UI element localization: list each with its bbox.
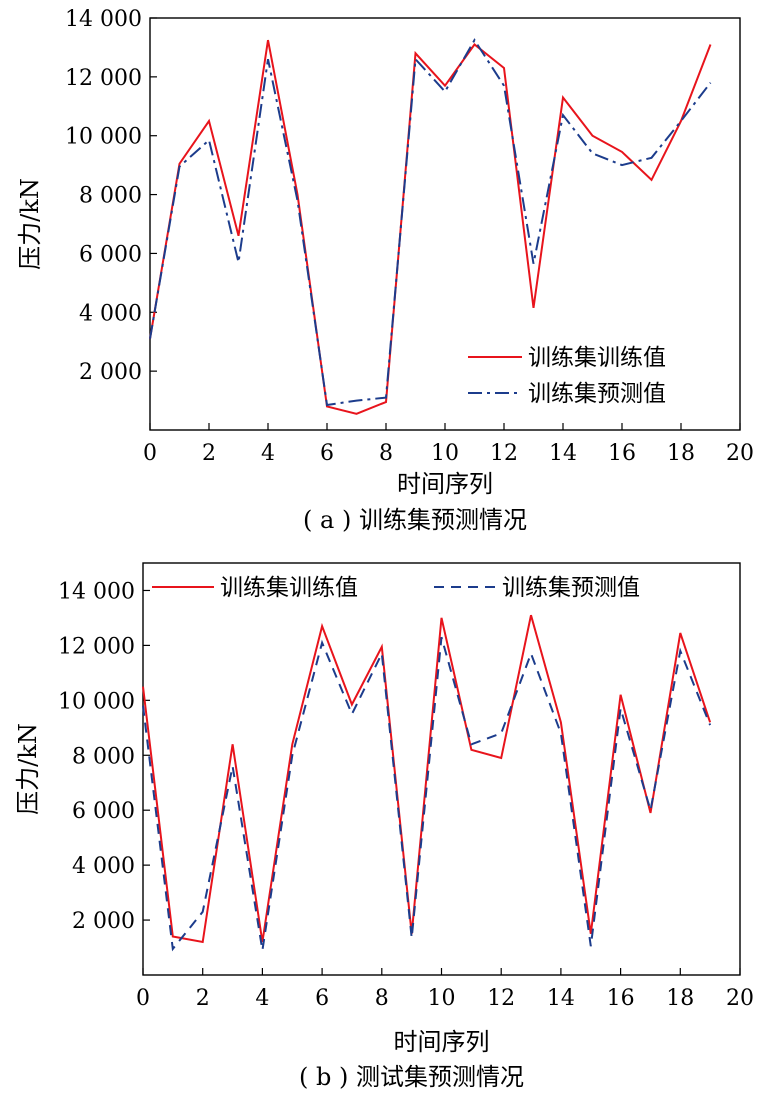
x-tick-label: 6 — [315, 986, 329, 1011]
x-tick-label: 8 — [375, 986, 389, 1011]
x-axis-title: 时间序列 — [394, 1028, 490, 1056]
y-tick-label: 6 000 — [79, 242, 142, 267]
x-tick-label: 2 — [196, 986, 210, 1011]
chart-caption: ( b ) 测试集预测情况 — [299, 1063, 524, 1091]
x-tick-label: 10 — [431, 441, 459, 466]
series-line-0 — [149, 39, 712, 415]
y-tick-label: 10 000 — [65, 125, 142, 150]
y-tick-label: 6 000 — [72, 799, 135, 824]
x-tick-label: 18 — [666, 986, 694, 1011]
legend-label-0: 训练集训练值 — [528, 345, 666, 371]
series-line-1 — [142, 636, 712, 952]
y-tick-label: 8 000 — [79, 184, 142, 209]
x-tick-label: 16 — [607, 986, 635, 1011]
series-line-0 — [142, 614, 712, 944]
x-tick-label: 14 — [549, 441, 577, 466]
x-tick-label: 0 — [136, 986, 150, 1011]
chart-caption: ( a ) 训练集预测情况 — [303, 506, 527, 534]
legend-label-1: 训练集预测值 — [528, 381, 666, 407]
y-tick-label: 4 000 — [79, 301, 142, 326]
x-tick-label: 20 — [726, 441, 754, 466]
y-tick-label: 14 000 — [65, 7, 142, 32]
series-line-1 — [149, 38, 712, 407]
x-tick-label: 6 — [320, 441, 334, 466]
x-tick-label: 10 — [428, 986, 456, 1011]
x-axis-title: 时间序列 — [397, 470, 493, 498]
x-tick-label: 16 — [608, 441, 636, 466]
y-axis-title: 压力/kN — [14, 723, 42, 815]
y-tick-label: 2 000 — [79, 360, 142, 385]
legend-label-0: 训练集训练值 — [220, 575, 358, 601]
y-tick-label: 14 000 — [58, 579, 135, 604]
y-axis-title: 压力/kN — [16, 178, 44, 270]
x-tick-label: 14 — [547, 986, 575, 1011]
legend: 训练集训练值 训练集预测值 — [152, 575, 640, 601]
legend-label-1: 训练集预测值 — [502, 575, 640, 601]
x-tick-label: 20 — [726, 986, 754, 1011]
x-tick-label: 4 — [261, 441, 275, 466]
x-tick-label: 18 — [667, 441, 695, 466]
y-tick-label: 10 000 — [58, 689, 135, 714]
x-tick-label: 8 — [379, 441, 393, 466]
y-tick-label: 12 000 — [65, 66, 142, 91]
y-tick-label: 12 000 — [58, 634, 135, 659]
x-tick-label: 0 — [143, 441, 157, 466]
chart-1: 0 2 4 6 8 10 12 14 16 18 20 2 000 4 000 6 000 8 000 10 … — [14, 562, 754, 1091]
y-tick-label: 8 000 — [72, 744, 135, 769]
x-tick-label: 2 — [202, 441, 216, 466]
x-tick-label: 4 — [255, 986, 269, 1011]
x-tick-label: 12 — [490, 441, 518, 466]
x-tick-label: 12 — [487, 986, 515, 1011]
y-tick-label: 4 000 — [72, 854, 135, 879]
chart-0: 0 2 4 6 8 10 12 14 16 18 20 2 000 4 000 6 000 8 000 10 … — [16, 7, 754, 534]
y-tick-label: 2 000 — [72, 909, 135, 934]
